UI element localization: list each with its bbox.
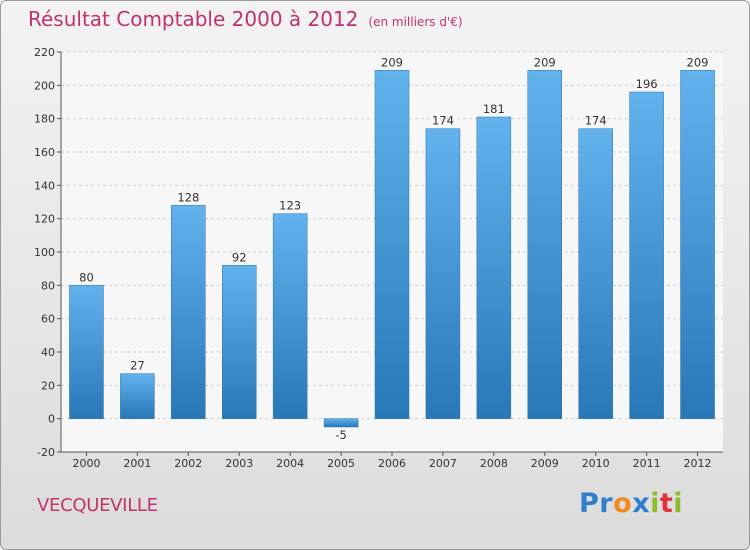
bar-2011: [629, 91, 664, 419]
y-tick-label: 140: [34, 179, 55, 192]
logo-letter: o: [613, 488, 633, 519]
y-tick-label: 0: [48, 413, 55, 426]
bar-2007: [425, 128, 461, 419]
y-tick-label: 40: [41, 346, 55, 359]
value-label: 196: [636, 77, 658, 91]
logo-letter: r: [599, 488, 614, 519]
y-tick-label: 60: [41, 313, 55, 326]
bar-2009: [527, 70, 563, 419]
x-tick-label: 2010: [582, 457, 610, 470]
bar-2008: [476, 116, 512, 419]
y-tick-label: 100: [34, 246, 55, 259]
axes: -20 0 20 40 60 80 100 120 140 160 180 200 220: [34, 46, 723, 459]
labels: 2000 80 2001 27 2002 128 2003 92 2004 123 2005 -5 20…: [72, 55, 711, 470]
bar-2005: [323, 418, 359, 428]
x-tick-label: 2011: [633, 457, 661, 470]
bar-2012: [680, 70, 715, 419]
x-tick-label: 2012: [684, 457, 712, 470]
value-label: 181: [483, 102, 505, 116]
value-label: -5: [335, 428, 346, 442]
value-label: 174: [432, 114, 454, 128]
logo-letter: i: [650, 488, 660, 519]
x-tick-label: 2001: [123, 457, 151, 470]
x-tick-label: 2007: [429, 457, 457, 470]
y-tick-label: -20: [37, 446, 55, 459]
y-tick-label: 220: [34, 46, 55, 59]
logo-letter: P: [579, 488, 600, 519]
bar-2002: [171, 205, 206, 419]
value-label: 209: [381, 55, 403, 69]
x-tick-label: 2004: [276, 457, 304, 470]
x-tick-label: 2000: [72, 457, 100, 470]
bar-2000: [69, 285, 104, 419]
logo-letter: t: [659, 488, 674, 519]
value-label: 123: [279, 199, 301, 213]
bar-2004: [272, 213, 308, 419]
x-tick-label: 2002: [174, 457, 202, 470]
proxiti-logo[interactable]: Proxiti: [579, 488, 683, 519]
bar-2001: [120, 373, 155, 419]
value-label: 92: [232, 250, 247, 264]
value-label: 209: [687, 55, 709, 69]
value-label: 27: [130, 359, 145, 373]
x-tick-label: 2008: [480, 457, 508, 470]
value-label: 128: [177, 190, 199, 204]
value-label: 80: [79, 270, 94, 284]
logo-letter: x: [632, 488, 651, 519]
bars: [69, 70, 715, 428]
x-tick-label: 2006: [378, 457, 406, 470]
commune-name: VECQUEVILLE: [37, 495, 158, 516]
chart-subtitle: (en milliers d'€): [368, 15, 463, 29]
x-tick-label: 2009: [531, 457, 559, 470]
bar-2003: [221, 265, 257, 419]
y-tick-label: 160: [34, 146, 55, 159]
logo-letter: i: [673, 488, 684, 519]
y-tick-label: 20: [41, 379, 55, 392]
y-tick-label: 200: [34, 79, 55, 92]
y-tick-label: 80: [41, 279, 55, 292]
x-tick-label: 2005: [327, 457, 355, 470]
bar-2006: [374, 70, 410, 419]
title-row: Résultat Comptable 2000 à 2012 (en millie…: [28, 7, 463, 31]
y-tick-label: 180: [34, 113, 55, 126]
chart-title: Résultat Comptable 2000 à 2012: [28, 7, 359, 31]
value-label: 174: [585, 114, 607, 128]
y-tick-label: 120: [34, 213, 55, 226]
value-label: 209: [534, 55, 556, 69]
bar-2010: [578, 128, 613, 419]
x-tick-label: 2003: [225, 457, 253, 470]
